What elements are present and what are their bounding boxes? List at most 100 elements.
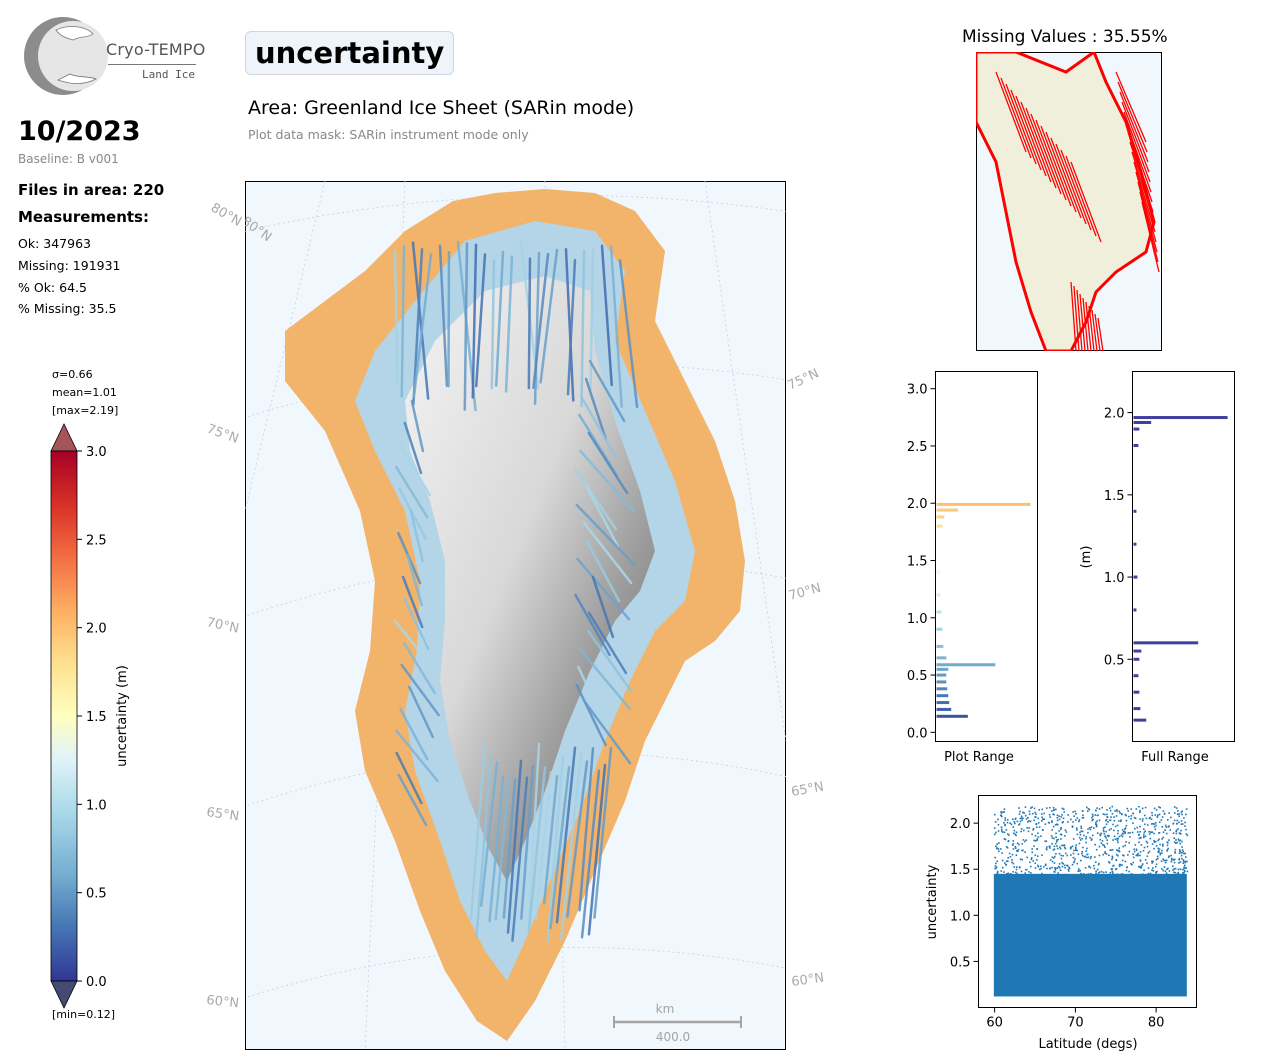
scatter-point <box>1052 806 1055 809</box>
scatter-point <box>1026 856 1028 859</box>
scatter-point <box>1007 856 1010 859</box>
scatter-point <box>1156 815 1159 818</box>
scatter-point <box>1117 832 1119 835</box>
scatter-point <box>1089 866 1092 869</box>
scatter-point <box>1108 862 1111 864</box>
scatter-point <box>1010 823 1013 826</box>
scatter-point <box>1172 832 1175 834</box>
scatter-point <box>1153 841 1156 843</box>
satellite-track <box>546 754 565 942</box>
scatter-point <box>1121 832 1124 835</box>
scatter-point <box>1100 870 1103 873</box>
scatter-point <box>1075 813 1077 815</box>
scatter-point <box>1116 810 1118 813</box>
scatter-point <box>1006 821 1009 824</box>
satellite-track <box>403 421 423 475</box>
scatter-point <box>1046 867 1048 870</box>
scatter-point <box>1165 826 1168 828</box>
scatter-point <box>1068 866 1070 869</box>
scatter-point <box>1149 831 1152 833</box>
scatter-point <box>1138 841 1140 844</box>
scatter-point <box>1045 807 1048 809</box>
scatter-point <box>1142 818 1144 820</box>
scatter-point <box>1144 859 1147 861</box>
satellite-track <box>400 663 440 717</box>
satellite-track <box>408 685 435 739</box>
scatter-point <box>1004 824 1006 827</box>
scatter-point <box>1075 847 1077 850</box>
scatter-point <box>1003 808 1006 810</box>
scatter-point <box>1116 824 1119 827</box>
scatter-point <box>1175 832 1178 835</box>
scatter-point <box>1059 869 1062 871</box>
scatter-point <box>997 830 1000 832</box>
scatter-point <box>1124 813 1127 816</box>
scatter-point <box>1111 855 1114 858</box>
scatter-point <box>1094 823 1097 825</box>
scatter-point <box>1070 854 1072 856</box>
scatter-point <box>1076 862 1079 865</box>
scatter-dense-band <box>993 873 1187 997</box>
scatter-point <box>1179 868 1182 871</box>
satellite-track <box>586 629 633 693</box>
scatter-point <box>1092 818 1094 821</box>
scatter-point <box>1033 819 1035 822</box>
scatter-point <box>1034 862 1037 865</box>
scatter-point <box>1069 846 1072 849</box>
scatter-point <box>1096 814 1099 817</box>
scatter-point <box>1051 810 1053 812</box>
satellite-track <box>438 244 449 387</box>
scatter-point <box>1006 872 1008 875</box>
scatter-point <box>1159 806 1161 809</box>
scatter-point <box>1055 852 1057 855</box>
scatter-point <box>1076 817 1079 819</box>
scatter-point <box>1044 863 1047 866</box>
scatter-point <box>1012 840 1015 842</box>
scatter-point <box>1124 832 1126 835</box>
scatter-point <box>1019 820 1022 823</box>
scatter-point <box>1063 844 1066 847</box>
scatter-point <box>1074 810 1076 813</box>
scatter-point <box>1029 861 1031 864</box>
lat-label-right-70: 70°N <box>787 581 823 604</box>
scalebar-unit: km <box>656 1002 675 1016</box>
scatter-point <box>1122 845 1124 848</box>
scatter-point <box>1132 861 1134 864</box>
scatter-point <box>1056 840 1058 843</box>
scatter-point <box>1152 867 1154 869</box>
hist-bar <box>936 663 996 667</box>
scatter-point <box>1088 865 1090 868</box>
scatter-point <box>998 850 1000 853</box>
scatter-point <box>1146 862 1148 864</box>
scatter-point <box>1153 832 1155 835</box>
missing-track <box>1115 71 1147 143</box>
scatter-point <box>1096 820 1098 822</box>
scatter-point <box>1053 870 1056 873</box>
scatter-point <box>1033 807 1036 810</box>
scatter-point <box>1052 857 1055 859</box>
colorbar-tick-label: 1.0 <box>86 798 107 813</box>
scatter-point <box>1096 868 1099 871</box>
scatter-point <box>1115 867 1118 870</box>
scatter-point <box>1173 871 1175 874</box>
scatter-point <box>1104 851 1106 853</box>
map-satellite-tracks <box>393 240 639 942</box>
scatter-point <box>1096 832 1099 834</box>
scatter-point <box>995 862 997 865</box>
scatter-point <box>1035 813 1037 816</box>
scatter-point <box>1159 843 1161 846</box>
scatter-point <box>1104 826 1106 828</box>
missing-track <box>995 71 1027 153</box>
stat-missing: Missing: 191931 <box>18 258 121 273</box>
stat-pct-missing: % Missing: 35.5 <box>18 301 117 316</box>
scatter-point <box>1122 854 1125 857</box>
scatter-point <box>1170 816 1172 819</box>
satellite-track <box>566 258 577 396</box>
scatter-point <box>1116 837 1118 840</box>
scatter-point <box>1084 867 1087 869</box>
scatter-point <box>1118 865 1121 868</box>
scatter-point <box>1133 816 1136 819</box>
scatter-point <box>1053 808 1055 811</box>
scatter-point <box>1003 811 1005 813</box>
scatter-point <box>1166 850 1168 852</box>
